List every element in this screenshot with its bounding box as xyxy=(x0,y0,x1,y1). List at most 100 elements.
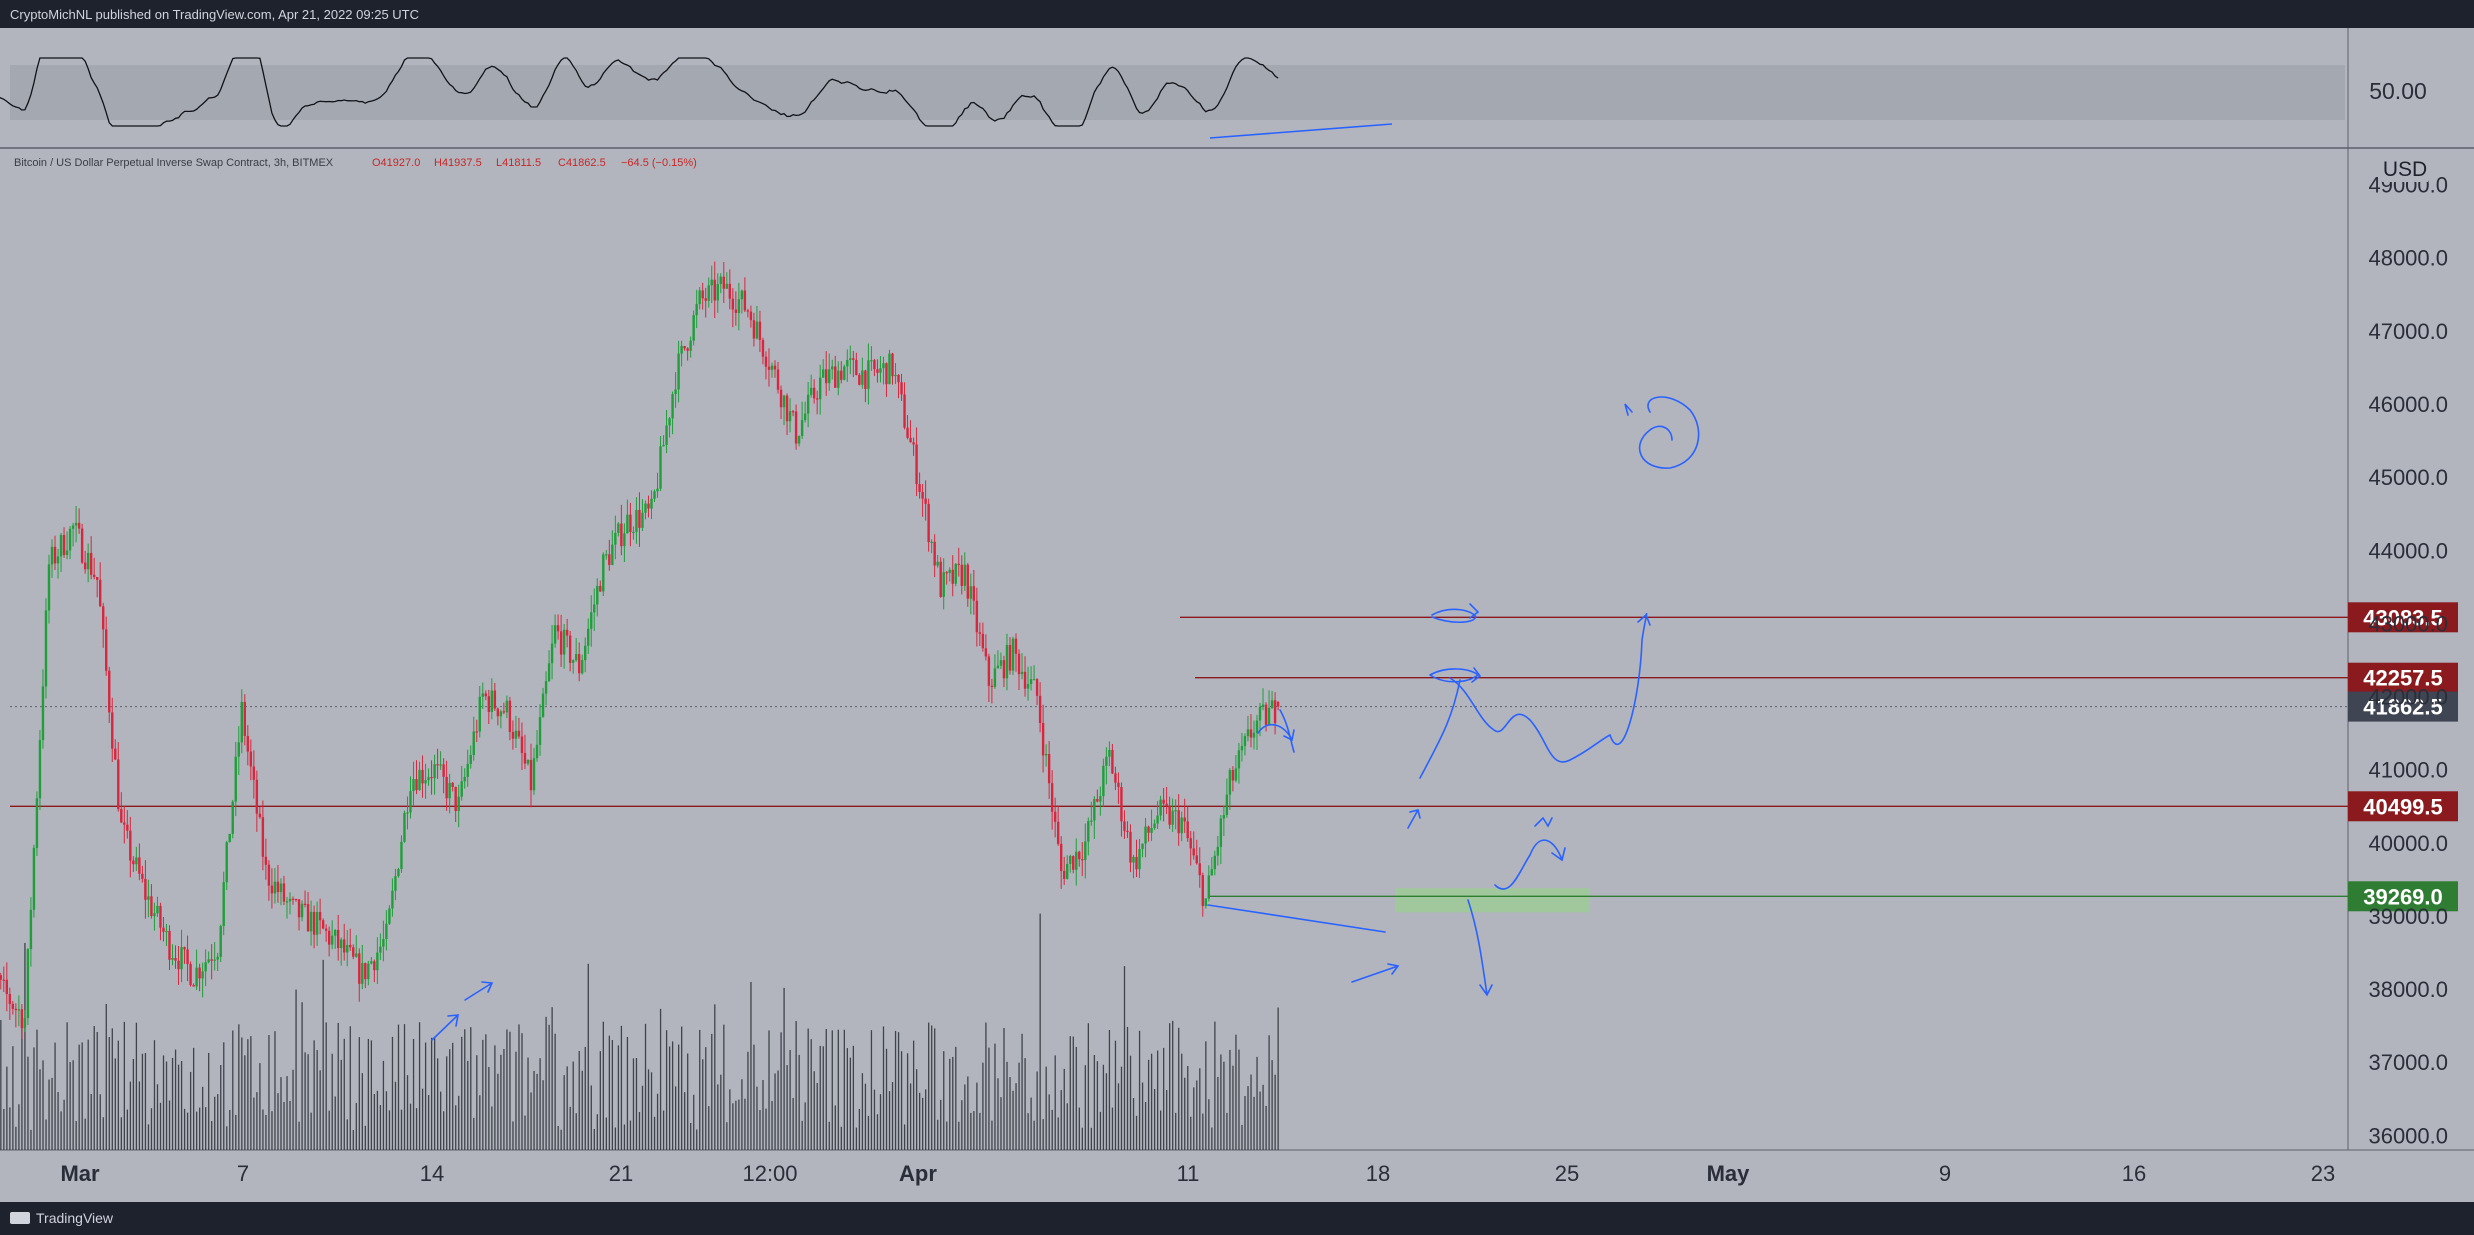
annotation-stroke xyxy=(464,981,494,1001)
volume-bar xyxy=(1051,1109,1053,1150)
volume-bar xyxy=(418,1022,421,1150)
volume-bar xyxy=(777,1070,779,1150)
candle-body xyxy=(270,885,274,894)
volume-bar xyxy=(21,1027,23,1150)
candle-body xyxy=(704,298,707,301)
candle-body xyxy=(475,731,478,733)
volume-bar xyxy=(1048,1094,1050,1150)
candle-body xyxy=(1050,783,1054,812)
volume-bar xyxy=(262,1109,264,1150)
volume-bar xyxy=(605,1117,607,1150)
volume-bar xyxy=(132,1058,135,1150)
annotation-stroke xyxy=(1429,667,1482,683)
volume-bar xyxy=(455,1105,457,1150)
volume-bar xyxy=(738,1099,740,1150)
tradingview-logo[interactable]: TradingView xyxy=(10,1210,113,1226)
volume-bar xyxy=(997,1078,999,1150)
candle-body xyxy=(53,546,57,564)
candle-body xyxy=(523,753,527,764)
candle-body xyxy=(689,340,692,351)
candle-body xyxy=(782,395,786,408)
volume-bar xyxy=(364,1125,366,1150)
candle-body xyxy=(791,411,795,413)
volume-bar xyxy=(6,1066,8,1150)
volume-bar xyxy=(497,1073,499,1150)
candle-body xyxy=(1132,856,1135,863)
candle-body xyxy=(168,930,171,960)
candle-body xyxy=(207,959,210,963)
candle-body xyxy=(1114,773,1117,783)
volume-bar xyxy=(69,1062,71,1150)
volume-bar xyxy=(1075,1046,1077,1150)
volume-bar xyxy=(1132,1098,1135,1150)
volume-bar xyxy=(283,1101,285,1150)
volume-bar xyxy=(1175,1112,1177,1150)
volume-bar xyxy=(325,1022,327,1150)
volume-bar xyxy=(397,1024,400,1150)
drawing-layer xyxy=(431,396,1700,1041)
candle-body xyxy=(517,730,521,737)
candle-body xyxy=(258,813,262,818)
candle-body xyxy=(1108,750,1111,757)
volume-bar xyxy=(922,1097,924,1150)
candle-body xyxy=(927,503,930,543)
volume-bar xyxy=(15,1126,17,1150)
candle-body xyxy=(1177,810,1180,834)
volume-bar xyxy=(949,1058,951,1150)
candle-body xyxy=(978,632,982,634)
volume-bar xyxy=(165,1061,168,1150)
candle-body xyxy=(629,514,632,532)
candle-body xyxy=(198,967,201,979)
main-pane xyxy=(0,148,2474,1202)
candle-body xyxy=(1189,838,1192,849)
annotation-stroke xyxy=(1624,396,1700,469)
volume-bar xyxy=(1181,1053,1183,1150)
volume-bar xyxy=(217,1094,219,1150)
candle-body xyxy=(713,279,716,301)
volume-bar xyxy=(117,1040,119,1150)
volume-bar xyxy=(873,1089,876,1150)
volume-bar xyxy=(1015,1083,1017,1150)
candle-body xyxy=(665,425,668,445)
candle-body xyxy=(725,283,728,289)
y-tick-label: 45000.0 xyxy=(2368,465,2448,490)
volume-bar xyxy=(714,1004,716,1150)
candle-body xyxy=(41,686,45,741)
volume-bar xyxy=(542,1080,544,1150)
candle-body xyxy=(538,717,542,745)
candle-body xyxy=(105,629,108,671)
volume-bar xyxy=(1241,1124,1243,1150)
volume-bar xyxy=(1172,1020,1174,1150)
candle-body xyxy=(138,857,141,874)
x-tick-label: Mar xyxy=(60,1161,100,1186)
candle-body xyxy=(394,876,397,891)
volume-bar xyxy=(789,1049,791,1150)
candle-body xyxy=(1005,645,1009,679)
currency-badge[interactable] xyxy=(2382,154,2428,182)
volume-bar xyxy=(548,1024,550,1150)
volume-bar xyxy=(1108,1029,1111,1150)
candle-body xyxy=(686,348,689,351)
volume-bar xyxy=(1024,1058,1026,1150)
candle-body xyxy=(680,345,683,354)
candle-body xyxy=(204,962,207,972)
candle-body xyxy=(340,939,343,949)
volume-bar xyxy=(120,1117,122,1150)
volume-bar xyxy=(440,1091,442,1150)
volume-bar xyxy=(307,1054,309,1150)
volume-bar xyxy=(572,1061,574,1150)
candle-body xyxy=(92,574,96,577)
candle-body xyxy=(737,299,741,313)
volume-bar xyxy=(1244,1095,1246,1150)
candle-body xyxy=(174,957,177,961)
volume-bar xyxy=(183,1108,186,1150)
volume-bar xyxy=(1030,1097,1032,1150)
volume-bar xyxy=(524,1115,526,1150)
candle-body xyxy=(237,742,240,757)
volume-bar xyxy=(1163,1047,1165,1150)
candle-body xyxy=(1078,851,1081,860)
volume-bar xyxy=(732,1103,734,1150)
volume-bar xyxy=(229,1109,231,1150)
candle-body xyxy=(635,509,638,532)
